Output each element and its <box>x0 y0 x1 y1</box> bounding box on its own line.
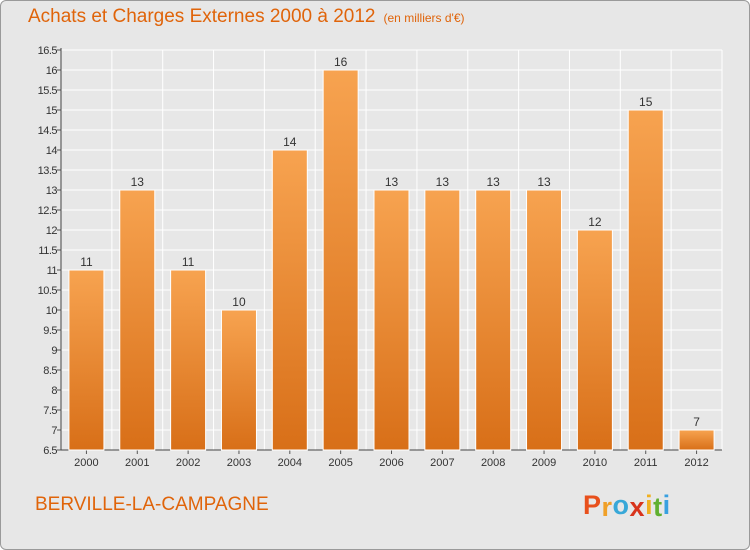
x-tick-label-2007: 2007 <box>430 457 454 469</box>
y-tick-label: 12 <box>46 225 58 237</box>
logo-letter: i <box>645 490 654 520</box>
bar-2009 <box>526 189 563 451</box>
bar-2000 <box>68 269 105 451</box>
proxiti-logo: Proxiti <box>583 490 671 522</box>
bar-2007 <box>424 189 461 451</box>
chart-title-text: Achats et Charges Externes 2000 à 2012 <box>28 6 376 27</box>
value-label-2008: 13 <box>487 175 501 189</box>
logo-letter: x <box>629 492 646 522</box>
y-tick-label: 9.5 <box>43 325 57 337</box>
x-tick-label-2011: 2011 <box>634 457 658 469</box>
bar-2011 <box>627 109 664 451</box>
y-tick-label: 12.5 <box>38 205 58 217</box>
bar-2005 <box>322 69 359 451</box>
y-tick-label: 15.5 <box>38 85 58 97</box>
y-tick-label: 9 <box>51 345 57 357</box>
x-tick-label-2002: 2002 <box>176 457 200 469</box>
y-tick-label: 11.5 <box>38 245 57 257</box>
y-tick-label: 16 <box>46 65 58 77</box>
value-label-2002: 11 <box>182 255 195 269</box>
value-label-2000: 11 <box>80 255 93 269</box>
y-tick-label: 14.5 <box>38 125 58 137</box>
bar-2002 <box>170 269 207 451</box>
x-tick-label-2008: 2008 <box>481 457 505 469</box>
labels: 6.5 7 7.5 8 8.5 9 9.5 10 10.5 11 11.5 12 12.5 13 13.5 1… <box>38 45 709 469</box>
chart-title: Achats et Charges Externes 2000 à 2012 (e… <box>28 6 465 28</box>
logo-letter: P <box>583 490 602 520</box>
y-tick-label: 13.5 <box>38 165 58 177</box>
logo-letter: t <box>653 492 663 522</box>
bar-2006 <box>373 189 410 451</box>
bar-2001 <box>119 189 156 451</box>
y-tick-label: 13 <box>46 185 58 197</box>
value-label-2009: 13 <box>537 175 551 189</box>
chart-subtitle: (en milliers d'€) <box>383 11 465 25</box>
y-tick-label: 14 <box>46 145 58 157</box>
bar-2004 <box>271 149 308 451</box>
value-label-2005: 16 <box>334 55 348 69</box>
value-label-2007: 13 <box>436 175 450 189</box>
bar-2012 <box>678 429 715 451</box>
x-tick-label-2012: 2012 <box>684 457 708 469</box>
x-tick-label-2010: 2010 <box>583 457 607 469</box>
x-tick-label-2000: 2000 <box>74 457 98 469</box>
logo-letter: i <box>662 490 671 520</box>
y-tick-label: 7 <box>51 425 57 437</box>
bar-2008 <box>475 189 512 451</box>
y-tick-label: 8 <box>51 385 57 397</box>
x-tick-label-2003: 2003 <box>227 457 251 469</box>
y-tick-label: 15 <box>46 105 58 117</box>
y-tick-label: 10 <box>46 305 58 317</box>
y-tick-label: 10.5 <box>38 285 58 297</box>
value-label-2006: 13 <box>385 175 399 189</box>
value-label-2003: 10 <box>232 295 246 309</box>
x-tick-label-2004: 2004 <box>278 457 302 469</box>
commune-name: BERVILLE-LA-CAMPAGNE <box>35 494 269 515</box>
y-tick-label: 7.5 <box>43 405 57 417</box>
x-tick-label-2009: 2009 <box>532 457 556 469</box>
y-tick-label: 11 <box>47 265 58 277</box>
x-tick-label-2001: 2001 <box>125 457 149 469</box>
bar-2003 <box>220 309 257 451</box>
x-tick-label-2005: 2005 <box>328 457 352 469</box>
logo-letter: r <box>601 492 613 522</box>
x-tick-label-2006: 2006 <box>379 457 403 469</box>
value-label-2004: 14 <box>283 135 297 149</box>
bars <box>68 69 715 451</box>
value-label-2011: 15 <box>639 95 653 109</box>
value-label-2012: 7 <box>693 415 700 429</box>
bar-2010 <box>576 229 613 451</box>
y-tick-label: 6.5 <box>43 445 57 457</box>
value-label-2010: 12 <box>588 215 602 229</box>
y-tick-label: 8.5 <box>43 365 57 377</box>
value-label-2001: 13 <box>131 175 145 189</box>
logo-letter: o <box>612 490 630 520</box>
y-tick-label: 16.5 <box>38 45 58 57</box>
